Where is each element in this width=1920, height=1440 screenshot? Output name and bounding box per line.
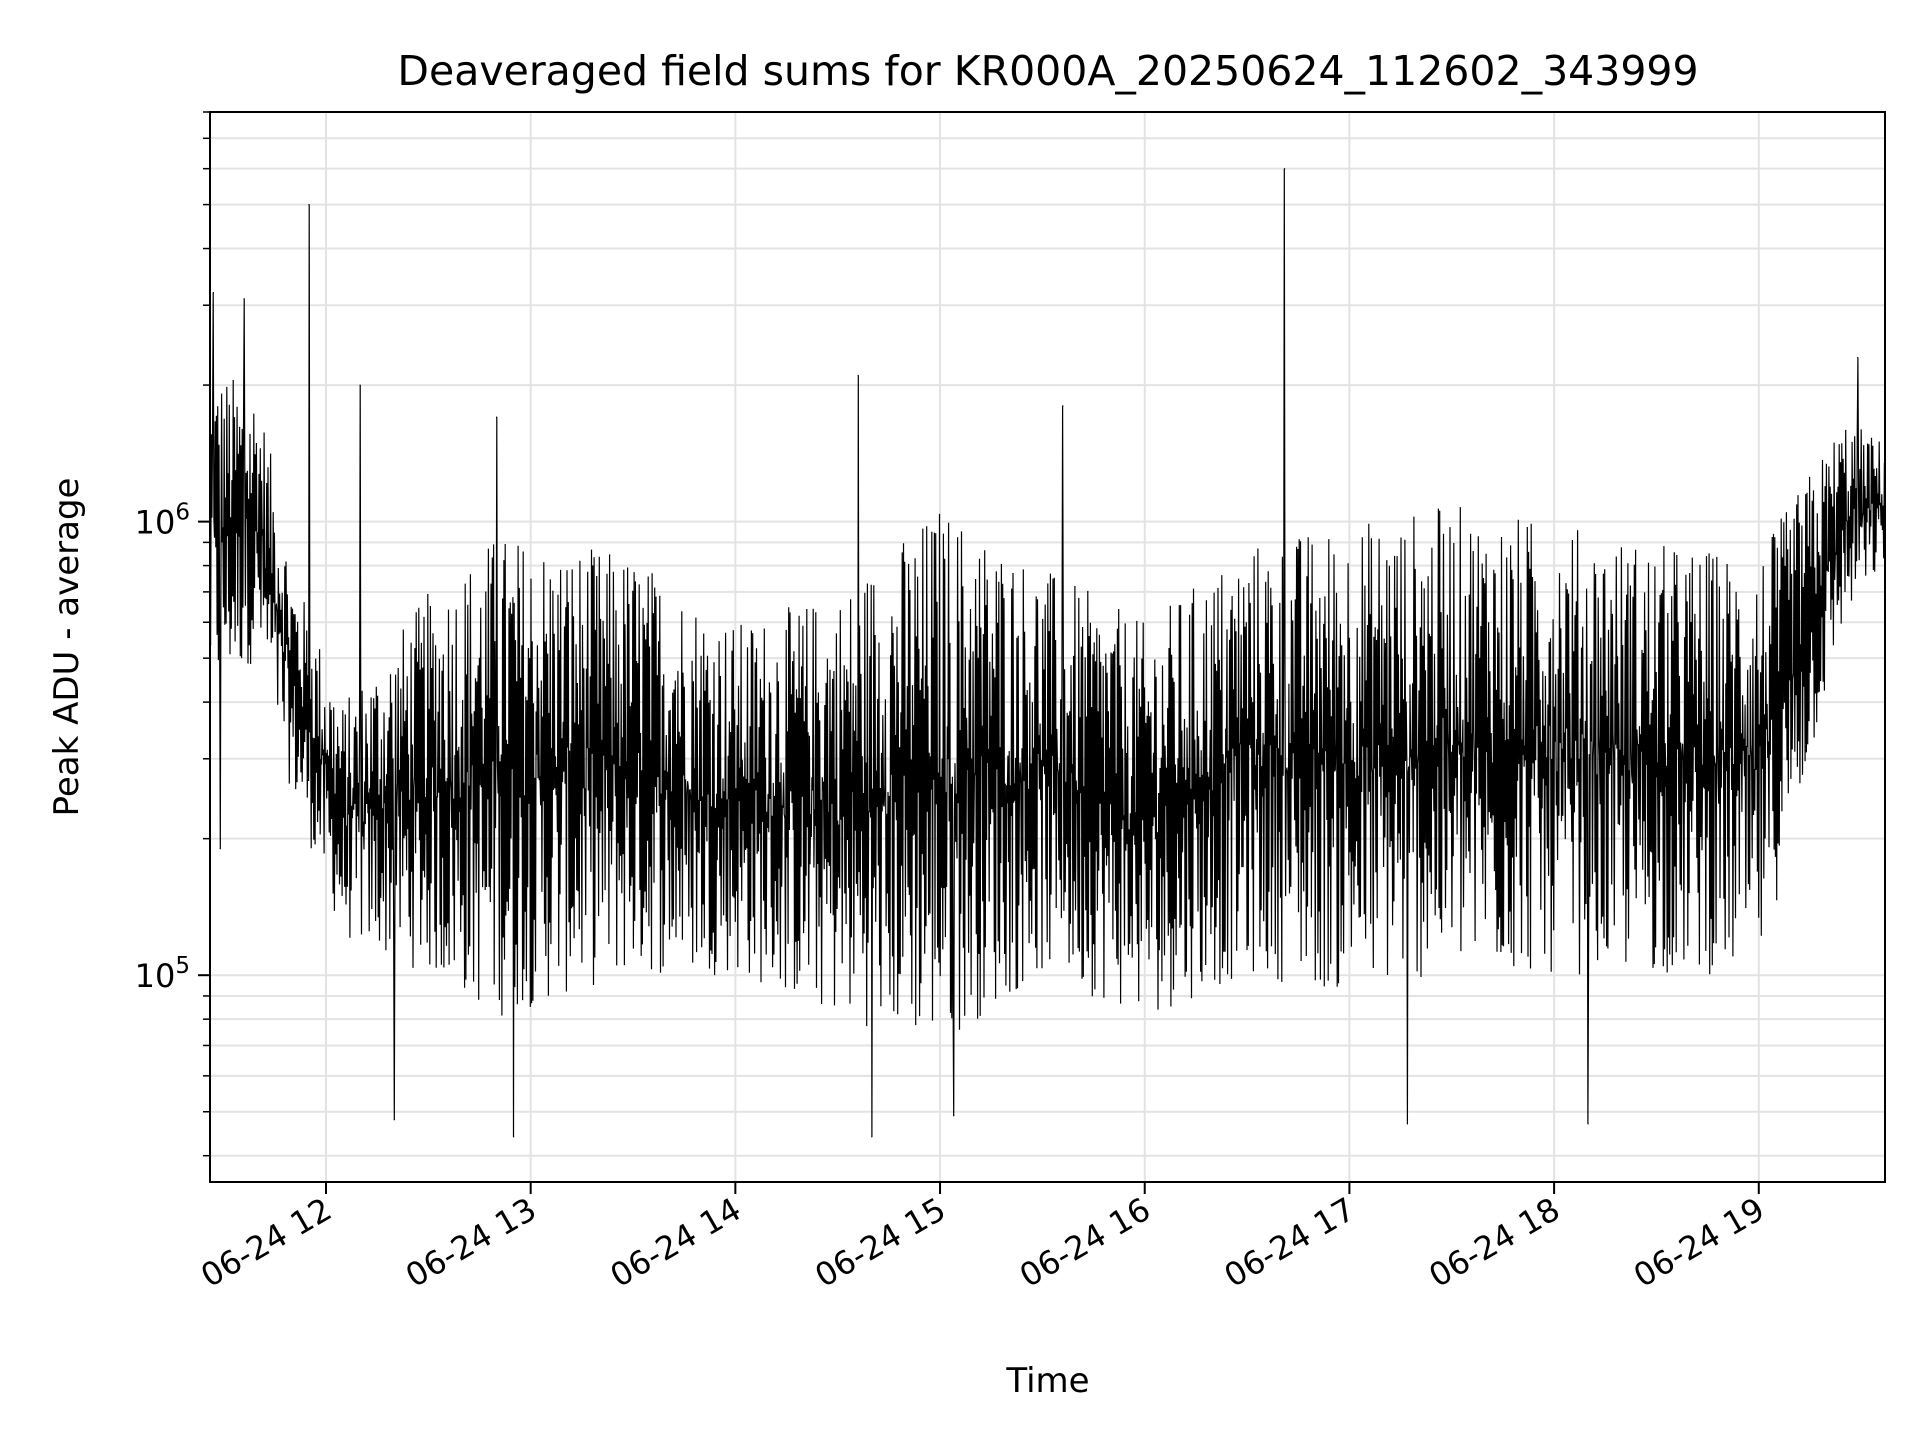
spike-point (495, 416, 498, 418)
x-axis: 06-24 12 06-24 13 06-24 14 06-24 15 06-24 16… (194, 1182, 1771, 1295)
plot-frame (209, 111, 1886, 1183)
x-tick-label: 06-24 19 (1627, 1190, 1771, 1295)
dip-point (393, 1119, 395, 1121)
spike-point (1062, 405, 1064, 407)
x-tick-label: 06-24 12 (194, 1190, 338, 1295)
plot-area (209, 168, 1886, 1138)
spike-point (1857, 356, 1859, 359)
spike-point (857, 374, 859, 377)
dip-point (1406, 1123, 1409, 1125)
x-tick-label: 06-24 17 (1218, 1190, 1362, 1295)
x-tick-label: 06-24 15 (808, 1190, 952, 1295)
series-line (209, 168, 1886, 1137)
spike-point (359, 384, 361, 386)
dip-point (953, 1115, 955, 1117)
x-tick-label: 06-24 18 (1422, 1190, 1566, 1295)
dip-point (513, 1136, 515, 1138)
y-axis-label: Peak ADU - average (47, 478, 87, 817)
x-tick-label: 06-24 14 (604, 1190, 748, 1295)
x-tick-label: 06-24 13 (399, 1190, 543, 1295)
spike-point (1283, 168, 1286, 170)
dip-point (871, 1136, 873, 1138)
x-tick-label: 06-24 16 (1013, 1190, 1157, 1295)
y-axis: 105 106 (135, 111, 210, 1157)
dip-point (1587, 1123, 1589, 1125)
chart-title: Deaveraged field sums for KR000A_2025062… (397, 47, 1698, 95)
spike-point (243, 298, 245, 300)
spike-point (212, 291, 215, 294)
x-axis-label: Time (1005, 1361, 1089, 1401)
dip-point (219, 848, 221, 850)
y-tick-label: 105 (135, 953, 190, 995)
spike-point (308, 203, 310, 206)
y-tick-label: 106 (135, 500, 190, 542)
